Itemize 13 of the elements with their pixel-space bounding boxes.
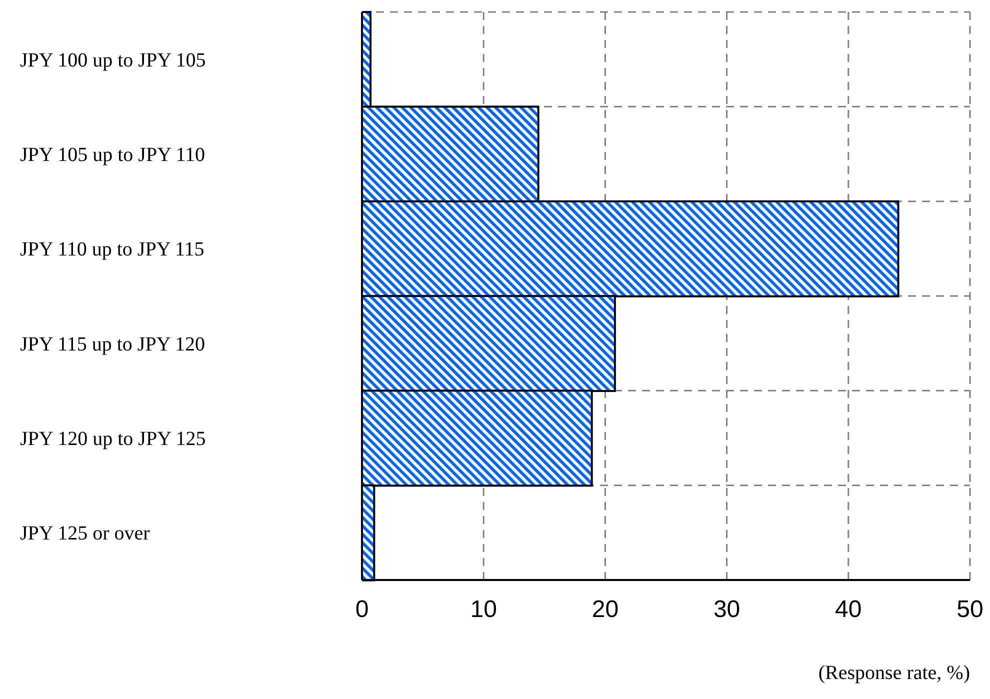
y-tick-label: JPY 110 up to JPY 115 — [20, 238, 204, 261]
x-tick-label: 40 — [835, 596, 862, 624]
y-tick-label: JPY 115 up to JPY 120 — [20, 333, 206, 356]
y-tick-label: JPY 125 or over — [20, 522, 150, 545]
y-tick-label: JPY 105 up to JPY 110 — [20, 144, 206, 166]
x-tick-label: 0 — [355, 596, 369, 624]
x-tick-label: 20 — [592, 596, 619, 624]
y-tick-label: JPY 120 up to JPY 125 — [20, 428, 206, 450]
x-tick-label: 50 — [956, 596, 984, 624]
x-axis-title: (Response rate, %) — [818, 662, 970, 685]
y-tick-label: JPY 100 up to JPY 105 — [20, 49, 206, 72]
x-tick-label: 10 — [470, 596, 497, 624]
x-tick-label: 30 — [713, 596, 740, 624]
